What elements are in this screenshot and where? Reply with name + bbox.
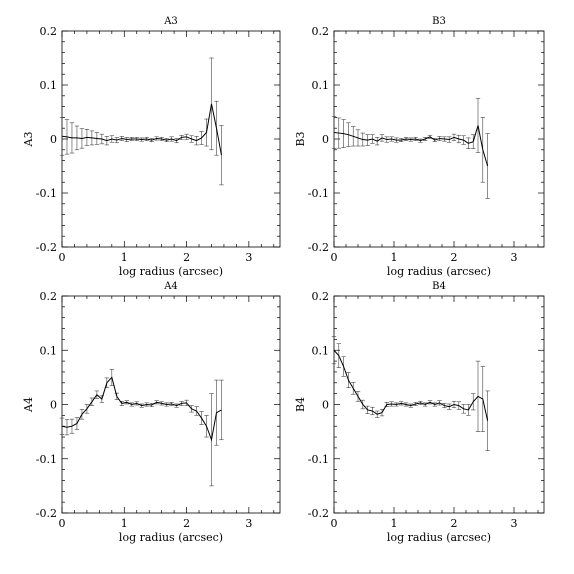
panel-title: A3 — [163, 16, 178, 27]
y-tick-label: -0.1 — [36, 187, 57, 200]
x-tick-label: 1 — [121, 251, 128, 264]
y-tick-label: 0.1 — [40, 79, 58, 92]
x-tick-label: 2 — [183, 517, 190, 530]
x-tick-label: 0 — [59, 517, 66, 530]
y-tick-label: -0.2 — [36, 507, 57, 520]
y-tick-label: 0.2 — [312, 25, 330, 38]
panel-title: A4 — [163, 281, 178, 292]
y-tick-label: 0.1 — [312, 344, 330, 357]
y-axis-label: A4 — [22, 397, 35, 413]
panel-a4: A4 0 1 2 3 -0.2 -0.1 0 0.1 0.2 log radius (arcsec)… — [22, 281, 281, 544]
y-tick-label: 0.2 — [40, 290, 58, 303]
x-tick-label: 2 — [451, 517, 458, 530]
series-line — [61, 376, 222, 442]
x-tick-label: 0 — [331, 517, 338, 530]
error-bar — [219, 125, 224, 186]
y-tick-label: -0.2 — [308, 507, 329, 520]
x-tick-label: 1 — [391, 251, 398, 264]
y-tick-label: -0.2 — [36, 241, 57, 254]
x-tick-label: 3 — [511, 517, 518, 530]
x-axis-label: log radius (arcsec) — [119, 265, 223, 278]
panel-title: B3 — [432, 16, 446, 27]
plot-frame — [333, 295, 545, 514]
x-tick-label: 3 — [245, 517, 252, 530]
y-tick-label: -0.1 — [36, 453, 57, 466]
panel-title: B4 — [432, 281, 446, 292]
y-tick-label: -0.1 — [308, 187, 329, 200]
panel-b3: B3 0 1 2 3 -0.2 -0.1 0 0.1 0.2 log radius (arcsec)… — [294, 16, 545, 278]
y-axis-label: A3 — [22, 132, 35, 148]
series-line — [333, 125, 489, 167]
y-tick-label: 0.2 — [312, 290, 330, 303]
y-axis-label: B3 — [294, 131, 307, 146]
y-tick-label: 0.1 — [312, 79, 330, 92]
x-axis-label: log radius (arcsec) — [119, 531, 223, 544]
y-tick-label: 0 — [50, 399, 57, 412]
y-tick-label: -0.2 — [308, 241, 329, 254]
x-axis-label: log radius (arcsec) — [387, 265, 491, 278]
error-bar — [219, 379, 224, 441]
x-tick-label: 3 — [245, 251, 252, 264]
y-tick-label: 0.1 — [40, 344, 58, 357]
x-tick-label: 0 — [331, 251, 338, 264]
x-tick-label: 1 — [121, 517, 128, 530]
panel-b4: B4 0 1 2 3 -0.2 -0.1 0 0.1 0.2 log radius (arcsec)… — [294, 281, 545, 544]
y-tick-label: 0.2 — [40, 25, 58, 38]
x-tick-label: 2 — [183, 251, 190, 264]
x-tick-label: 1 — [391, 517, 398, 530]
y-tick-label: -0.1 — [308, 453, 329, 466]
error-bar — [485, 390, 490, 451]
y-axis-label: B4 — [294, 397, 307, 412]
x-tick-label: 0 — [59, 251, 66, 264]
y-tick-label: 0 — [322, 399, 329, 412]
panel-a3: A3 0 1 2 3 -0.2 -0.1 0 0.1 0.2 log radius (arcsec)… — [22, 16, 281, 278]
y-tick-label: 0 — [50, 133, 57, 146]
x-tick-label: 3 — [511, 251, 518, 264]
x-tick-label: 2 — [451, 251, 458, 264]
y-tick-label: 0 — [322, 133, 329, 146]
x-axis-label: log radius (arcsec) — [387, 531, 491, 544]
series-line — [333, 349, 489, 421]
series-line — [61, 103, 222, 156]
